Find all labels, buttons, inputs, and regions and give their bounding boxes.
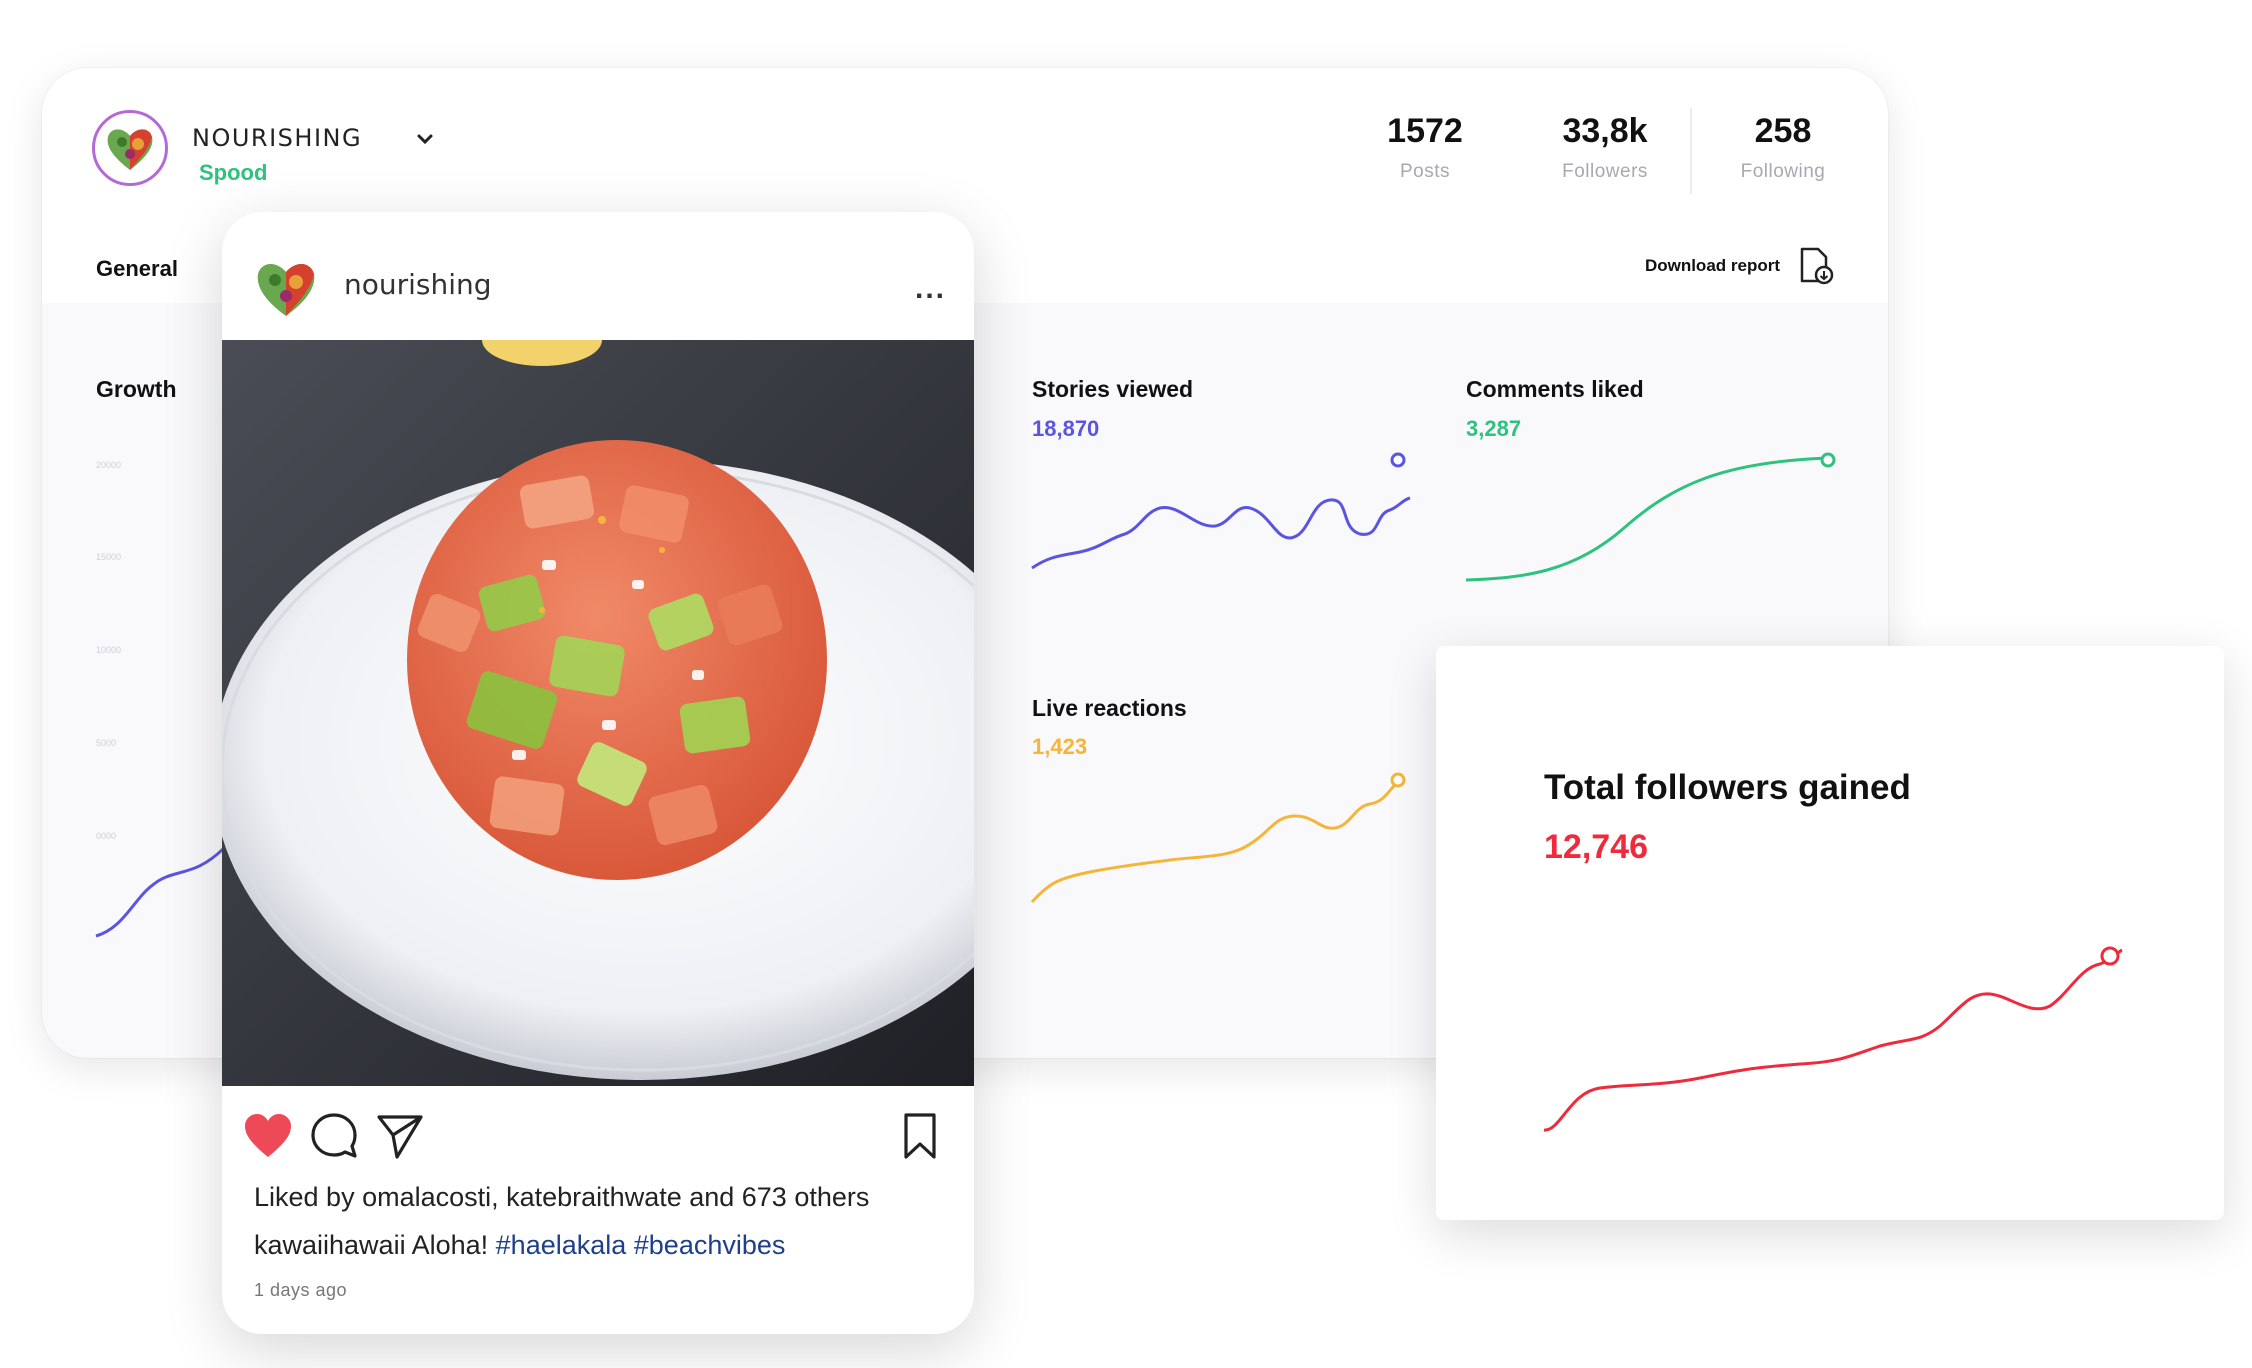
post-avatar[interactable] xyxy=(250,252,322,324)
caption-hashtags[interactable]: #haelakala #beachvibes xyxy=(495,1230,786,1260)
stat-followers: 33,8k Followers xyxy=(1540,112,1670,183)
post-timestamp: 1 days ago xyxy=(254,1280,348,1300)
growth-y-tick: 15000 xyxy=(96,552,122,562)
live-reactions-end-dot xyxy=(1390,772,1406,788)
download-report-link[interactable]: Download report xyxy=(1644,256,1780,275)
comments-liked-end-dot xyxy=(1820,452,1836,468)
stories-viewed-sparkline xyxy=(1031,496,1411,570)
comments-liked-value: 3,287 xyxy=(1466,416,1522,441)
live-reactions-sparkline xyxy=(1030,780,1399,904)
stat-posts-value: 1572 xyxy=(1387,112,1463,150)
stat-followers-label: Followers xyxy=(1562,161,1648,182)
tab-general[interactable]: General xyxy=(96,256,178,281)
stories-viewed-value: 18,870 xyxy=(1032,416,1100,441)
total-followers-card: Total followers gained 12,746 xyxy=(1436,646,2224,1220)
chevron-down-icon[interactable] xyxy=(414,128,436,150)
instagram-post-card: nourishing ... xyxy=(222,212,974,1334)
total-followers-sparkline xyxy=(1543,946,2123,1132)
profile-name[interactable]: NOURISHING xyxy=(192,124,363,152)
stat-posts-label: Posts xyxy=(1399,161,1451,182)
stories-viewed-end-dot xyxy=(1390,452,1406,468)
stat-following-value: 258 xyxy=(1754,112,1812,150)
more-options-icon[interactable]: ... xyxy=(914,272,946,305)
comment-icon[interactable] xyxy=(306,1108,362,1164)
growth-y-tick: 20000 xyxy=(96,460,122,470)
total-followers-title: Total followers gained xyxy=(1544,768,1911,807)
file-download-icon[interactable] xyxy=(1796,246,1836,286)
growth-title: Growth xyxy=(96,376,177,402)
profile-subtitle: Spood xyxy=(199,160,268,185)
growth-y-tick: 5000 xyxy=(96,738,117,748)
heart-logo-icon xyxy=(107,129,153,170)
post-likes[interactable]: Liked by omalacosti, katebraithwate and … xyxy=(254,1182,870,1212)
post-caption: kawaiihawaii Aloha! #haelakala #beachvib… xyxy=(254,1230,785,1261)
comments-liked-sparkline xyxy=(1465,456,1829,582)
send-icon[interactable] xyxy=(372,1108,428,1164)
post-username[interactable]: nourishing xyxy=(344,268,492,301)
live-reactions-value: 1,423 xyxy=(1032,734,1088,759)
bookmark-icon[interactable] xyxy=(892,1108,948,1164)
caption-username[interactable]: kawaiihawaii xyxy=(254,1230,406,1260)
growth-y-tick: 10000 xyxy=(96,645,122,655)
post-actions xyxy=(222,1108,974,1168)
stat-following: 258 Following xyxy=(1718,112,1848,183)
growth-y-tick: 0000 xyxy=(96,831,117,841)
heart-icon[interactable] xyxy=(240,1108,296,1164)
comments-liked-title: Comments liked xyxy=(1466,376,1644,402)
stories-viewed-title: Stories viewed xyxy=(1032,376,1194,402)
stat-following-label: Following xyxy=(1740,161,1826,182)
stat-divider xyxy=(1690,108,1692,194)
profile-avatar[interactable] xyxy=(92,110,168,186)
total-followers-value: 12,746 xyxy=(1544,828,1648,866)
stat-posts: 1572 Posts xyxy=(1360,112,1490,183)
post-photo[interactable] xyxy=(222,340,974,1086)
caption-text: Aloha! xyxy=(405,1230,496,1260)
stat-followers-value: 33,8k xyxy=(1562,112,1648,150)
live-reactions-title: Live reactions xyxy=(1032,695,1187,721)
